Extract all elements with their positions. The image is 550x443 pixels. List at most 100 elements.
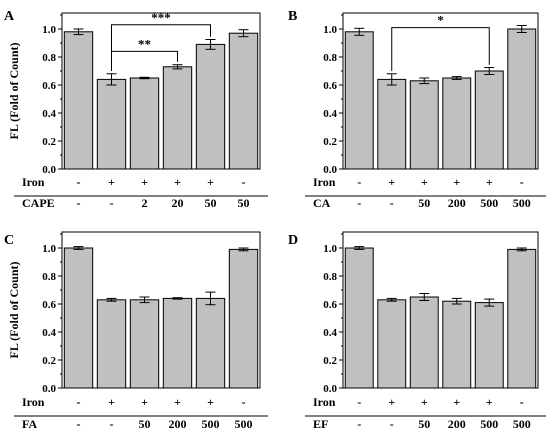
y-tick-label: 0.8 — [42, 52, 56, 64]
row-cell: + — [486, 395, 493, 409]
row-cell: - — [77, 175, 81, 189]
row-cell: + — [174, 175, 181, 189]
bar — [63, 247, 94, 389]
row-cell: - — [390, 196, 394, 210]
bar — [409, 80, 439, 170]
bar — [195, 297, 226, 389]
panel-c: C FL (Fold of Count) 0.0 0.2 0.4 0.6 0.8 1.0 Iro… — [4, 231, 268, 431]
plot-frame — [342, 231, 539, 389]
row-cell: 50 — [139, 417, 151, 431]
y-tick-label: 0.6 — [42, 80, 56, 92]
row-label: CA — [313, 196, 331, 210]
plot-frame — [342, 12, 539, 170]
panel-a: A FL (Fold of Count) 0.0 0.2 0.4 0.6 0.8 1.0 ***… — [4, 9, 268, 210]
bar — [377, 299, 407, 389]
plot-frame — [61, 12, 261, 170]
y-tick-label: 0.6 — [323, 80, 337, 92]
row-cell: - — [77, 417, 81, 431]
significance-label: ** — [138, 36, 151, 51]
row-cell: - — [242, 175, 246, 189]
bar — [195, 43, 226, 170]
row-cell: - — [520, 175, 524, 189]
row-cell: + — [174, 395, 181, 409]
row-cell: - — [357, 395, 361, 409]
panel-d: D 0.0 0.2 0.4 0.6 0.8 1.0 Iron - + + + + - EF - - 50 200 50… — [288, 231, 546, 431]
bar — [129, 299, 160, 389]
y-tick-label: 0.6 — [42, 299, 56, 311]
row-cell: + — [388, 175, 395, 189]
bar — [228, 32, 259, 170]
significance-label: * — [437, 13, 444, 28]
bar — [63, 31, 94, 170]
row-label: Iron — [22, 395, 45, 409]
y-tick-label: 0.4 — [42, 327, 56, 339]
panel-b: B 0.0 0.2 0.4 0.6 0.8 1.0 * Iron - + + + + - CA - - 50 200 5… — [288, 9, 546, 210]
row-cell: + — [108, 175, 115, 189]
bar — [474, 70, 504, 170]
y-tick-label: 0.2 — [323, 355, 337, 367]
bar — [507, 28, 537, 170]
y-tick-label: 1.0 — [323, 243, 337, 255]
y-tick-label: 1.0 — [42, 243, 56, 255]
row-cell: 20 — [172, 196, 184, 210]
y-tick-label: 0.6 — [323, 299, 337, 311]
row-cell: + — [453, 175, 460, 189]
row-cell: 500 — [480, 417, 498, 431]
bar — [162, 66, 193, 170]
row-cell: + — [108, 395, 115, 409]
significance-bracket — [391, 27, 490, 71]
bar — [507, 248, 537, 389]
row-cell: 500 — [202, 417, 220, 431]
row-cell: + — [453, 395, 460, 409]
row-cell: 200 — [448, 417, 466, 431]
row-cell: 200 — [169, 417, 187, 431]
row-cell: 50 — [205, 196, 217, 210]
row-cell: 500 — [513, 417, 531, 431]
bar — [442, 300, 472, 389]
row-cell: + — [421, 175, 428, 189]
row-cell: 50 — [418, 417, 430, 431]
plot-frame — [61, 231, 261, 389]
y-tick-label: 0.0 — [323, 383, 337, 395]
y-tick-label: 0.4 — [42, 108, 56, 120]
row-cell: + — [141, 395, 148, 409]
row-cell: - — [357, 196, 361, 210]
row-cell: - — [77, 196, 81, 210]
row-cell: + — [207, 175, 214, 189]
row-label: EF — [313, 417, 328, 431]
row-cell: - — [357, 175, 361, 189]
row-cell: - — [520, 395, 524, 409]
row-label: CAPE — [22, 196, 55, 210]
row-label: Iron — [22, 175, 45, 189]
y-tick-label: 0.8 — [42, 271, 56, 283]
significance-label: *** — [151, 10, 171, 25]
y-tick-label: 0.0 — [42, 164, 56, 176]
y-tick-label: 0.0 — [42, 383, 56, 395]
bar — [442, 77, 472, 170]
row-cell: - — [77, 395, 81, 409]
row-cell: + — [421, 395, 428, 409]
y-tick-label: 0.8 — [323, 52, 337, 64]
row-cell: - — [357, 417, 361, 431]
row-cell: + — [486, 175, 493, 189]
panel-label: B — [288, 9, 297, 24]
row-label: FA — [22, 417, 37, 431]
row-cell: 50 — [418, 196, 430, 210]
row-label: Iron — [313, 395, 336, 409]
y-tick-label: 0.2 — [42, 136, 56, 148]
row-cell: 500 — [513, 196, 531, 210]
bar — [129, 77, 160, 170]
y-tick-label: 0.4 — [323, 108, 337, 120]
bar — [409, 296, 439, 389]
row-label: Iron — [313, 175, 336, 189]
y-tick-label: 1.0 — [323, 24, 337, 36]
panel-label: D — [288, 233, 298, 248]
row-cell: 2 — [142, 196, 148, 210]
panel-label: C — [4, 233, 14, 248]
row-cell: - — [242, 395, 246, 409]
significance-bracket — [111, 24, 211, 71]
row-cell: 500 — [480, 196, 498, 210]
bar — [344, 247, 374, 389]
row-cell: - — [110, 417, 114, 431]
row-cell: 200 — [448, 196, 466, 210]
